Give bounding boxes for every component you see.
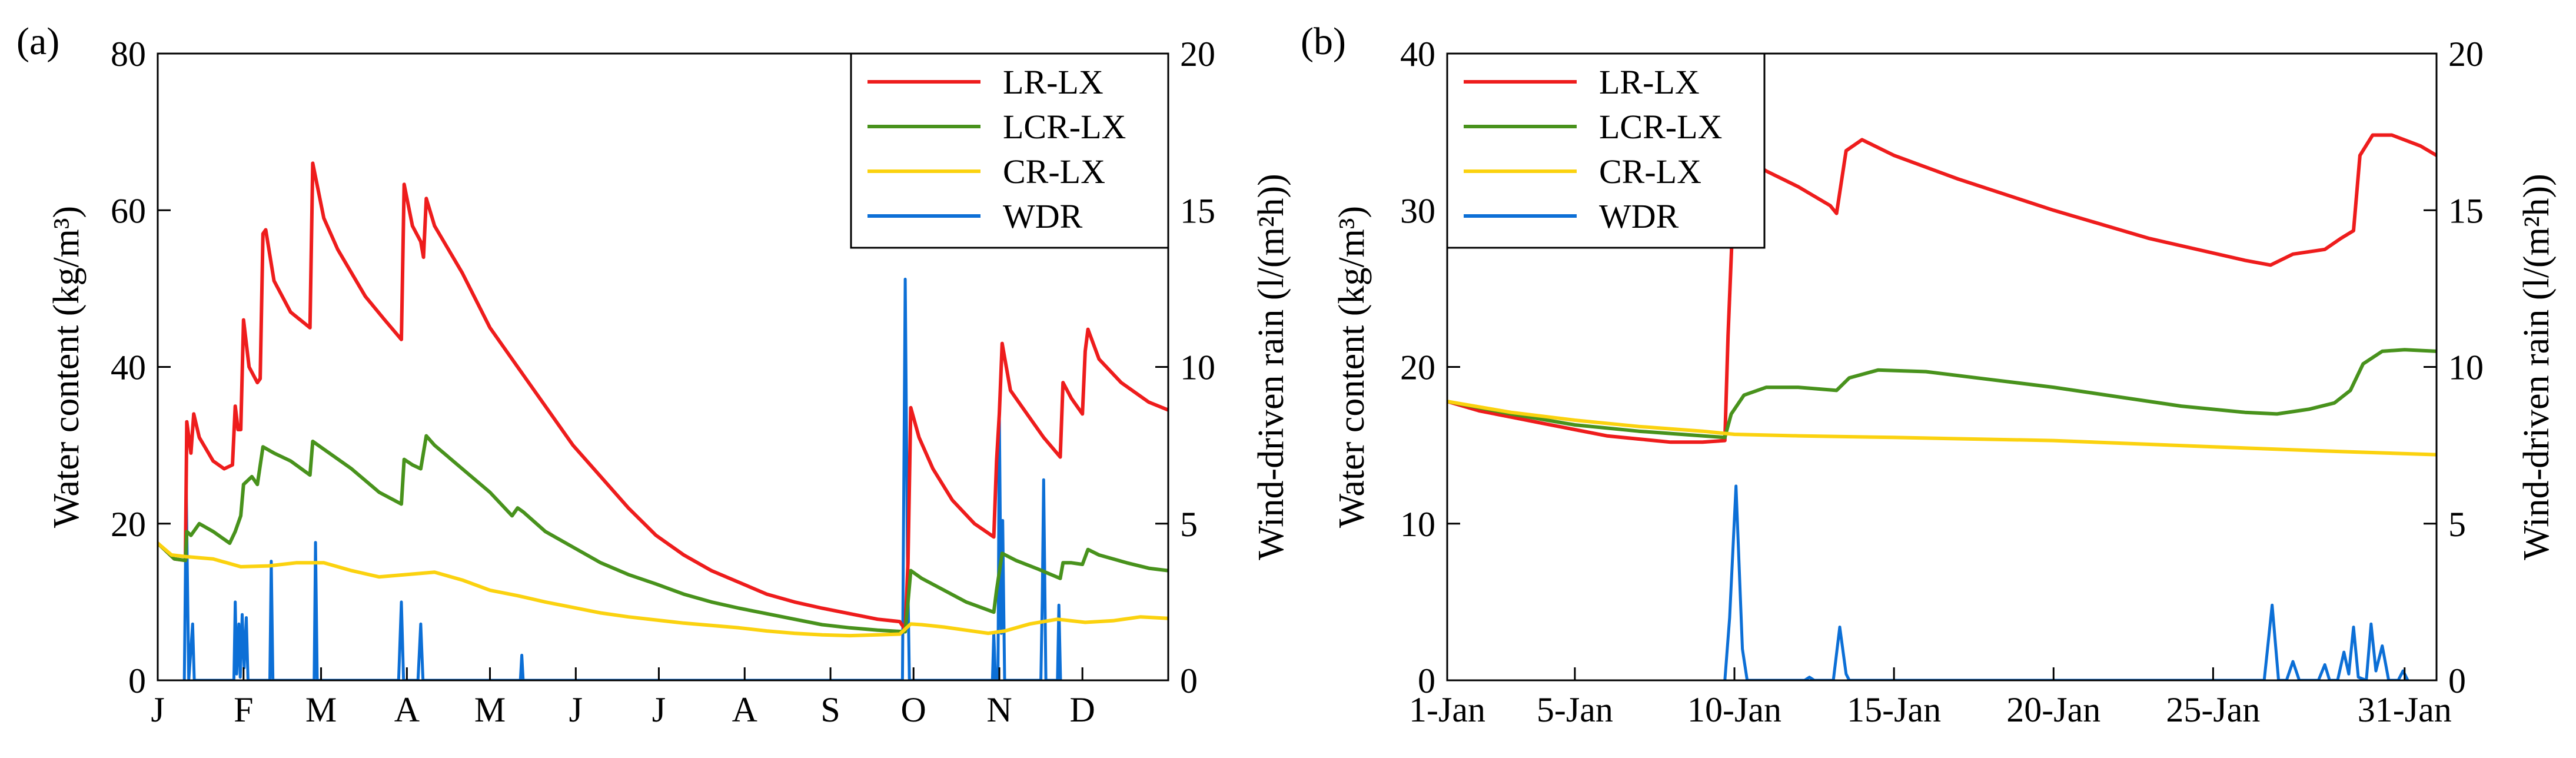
x-tick-label: M <box>474 690 506 729</box>
series-line-lcr-lx <box>1447 348 2437 440</box>
y-left-tick-label: 80 <box>111 35 146 74</box>
y-left-tick-label: 10 <box>1400 505 1435 544</box>
y-left-tick-label: 60 <box>111 191 146 230</box>
x-tick-label: 1-Jan <box>1409 690 1485 729</box>
series-line-lr-lx <box>1447 133 2437 444</box>
y-right-tick-label: 20 <box>1180 35 1215 74</box>
legend-label: CR-LX <box>1599 152 1701 191</box>
y-right-tick-label: 5 <box>1180 505 1198 544</box>
y-left-tick-label: 20 <box>111 505 146 544</box>
y-right-tick-label: 5 <box>2448 505 2466 544</box>
x-tick-label: M <box>305 690 337 729</box>
legend-label: LR-LX <box>1003 63 1103 101</box>
series-line-cr-lx <box>1447 400 2437 457</box>
y-left-tick-label: 40 <box>1400 35 1435 74</box>
y-left-tick-label: 0 <box>128 661 146 700</box>
x-tick-label: J <box>652 690 666 729</box>
x-tick-label: A <box>394 690 420 729</box>
x-tick-label: 10-Jan <box>1687 690 1781 729</box>
panel-label: (b) <box>1301 20 1346 63</box>
y-axis-label-left: Water content (kg/m³) <box>46 206 87 528</box>
series-line-lcr-lx <box>158 434 1168 634</box>
legend-label: CR-LX <box>1003 152 1105 191</box>
y-left-tick-label: 20 <box>1400 348 1435 387</box>
x-tick-label: 31-Jan <box>2358 690 2452 729</box>
x-tick-label: S <box>820 690 840 729</box>
y-right-tick-label: 0 <box>2448 661 2466 700</box>
y-axis-label-right: Wind-driven rain (l/(m²h)) <box>2517 174 2557 560</box>
chart-panel-b: 0 10 20 30 40 0 5 10 15 20 1-Jan 5-Jan 10-Jan 15-Jan 2… <box>1301 20 2557 729</box>
y-left-tick-label: 40 <box>111 348 146 387</box>
y-right-tick-label: 0 <box>1180 661 1198 700</box>
chart-panel-a: 0 20 40 60 80 0 5 10 15 20 J F M A M J J A S O N D Water conte… <box>16 20 1291 729</box>
y-right-tick-label: 10 <box>2448 348 2484 387</box>
x-tick-label: 5-Jan <box>1537 690 1613 729</box>
series-line-cr-lx <box>158 541 1168 638</box>
x-tick-label: O <box>901 690 926 729</box>
legend-label: LCR-LX <box>1599 108 1722 146</box>
legend-label: WDR <box>1003 197 1083 235</box>
series-line-lr-lx <box>158 161 1168 631</box>
x-tick-label: J <box>569 690 583 729</box>
x-tick-label: 25-Jan <box>2166 690 2260 729</box>
y-right-tick-label: 10 <box>1180 348 1215 387</box>
x-tick-label: J <box>151 690 164 729</box>
x-tick-label: 20-Jan <box>2006 690 2100 729</box>
series-line-wdr <box>1723 484 2409 680</box>
y-axis-label-left: Water content (kg/m³) <box>1332 206 1372 528</box>
legend-label: WDR <box>1599 197 1679 235</box>
series-line-wdr <box>182 277 1062 680</box>
y-right-tick-label: 15 <box>2448 191 2484 230</box>
x-tick-label: N <box>986 690 1012 729</box>
panel-label: (a) <box>16 20 59 63</box>
x-tick-label: A <box>732 690 757 729</box>
x-tick-label: F <box>234 690 253 729</box>
y-left-tick-label: 0 <box>1418 661 1435 700</box>
y-right-tick-label: 20 <box>2448 35 2484 74</box>
legend-label: LCR-LX <box>1003 108 1126 146</box>
y-axis-label-right: Wind-driven rain (l/(m²h)) <box>1251 174 1291 560</box>
y-left-tick-label: 30 <box>1400 191 1435 230</box>
x-tick-label: D <box>1070 690 1095 729</box>
legend-label: LR-LX <box>1599 63 1700 101</box>
x-tick-label: 15-Jan <box>1847 690 1941 729</box>
y-right-tick-label: 15 <box>1180 191 1215 230</box>
